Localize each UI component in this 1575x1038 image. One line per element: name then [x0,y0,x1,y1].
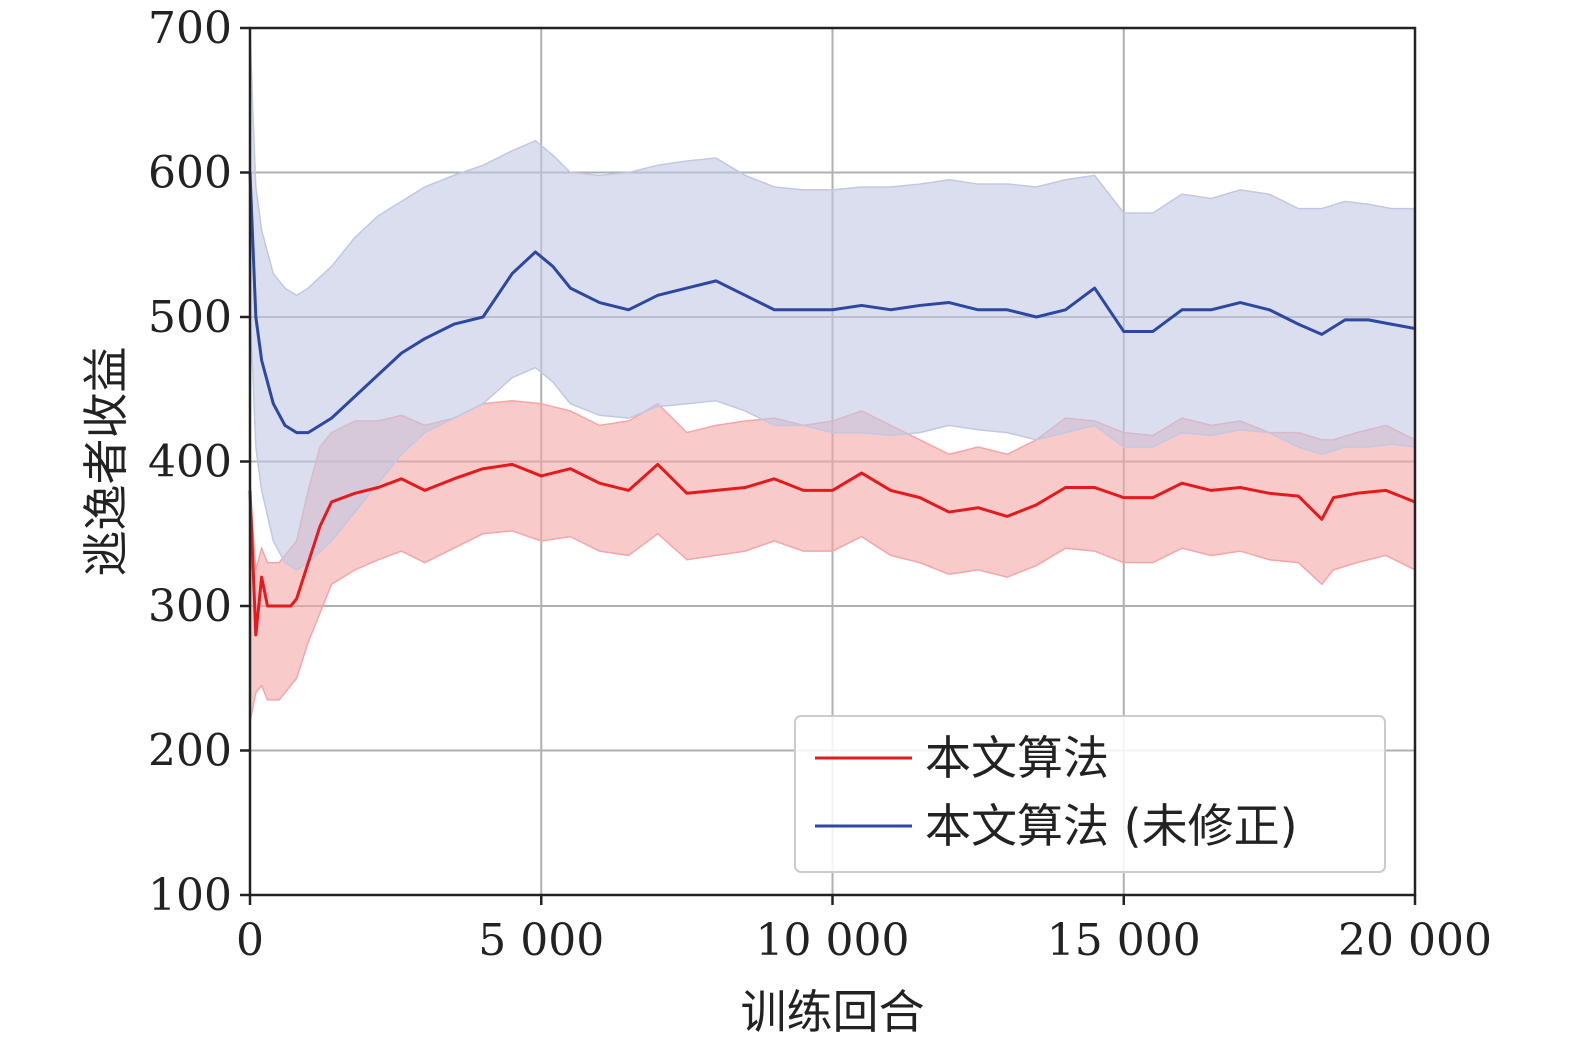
y-tick-label: 700 [148,3,232,54]
series-lines [248,172,1416,637]
x-tick-label: 10 000 [756,915,910,966]
legend-label-series-1: 本文算法 [925,731,1109,785]
line-series-2 [248,172,1416,435]
y-axis-label: 逃逸者收益 [79,347,133,577]
x-axis-ticks: 0 5 000 10 000 15 000 20 000 [236,895,1492,966]
legend-label-series-2: 本文算法 (未修正) [925,799,1298,853]
x-tick-label: 20 000 [1338,915,1492,966]
line-series-1 [248,462,1416,637]
y-tick-label: 400 [148,437,232,488]
legend-box [794,715,1386,873]
y-tick-label: 200 [148,726,232,777]
y-axis-ticks: 100 200 300 400 500 600 700 [148,3,250,921]
y-tick-label: 100 [148,870,232,921]
x-tick-label: 5 000 [478,915,604,966]
y-tick-label: 600 [148,148,232,199]
x-tick-label: 15 000 [1047,915,1201,966]
x-axis-label: 训练回合 [741,985,925,1038]
legend: 本文算法 本文算法 (未修正) [794,715,1386,873]
x-tick-label: 0 [236,915,264,966]
y-tick-label: 300 [148,581,232,632]
y-tick-label: 500 [148,292,232,343]
